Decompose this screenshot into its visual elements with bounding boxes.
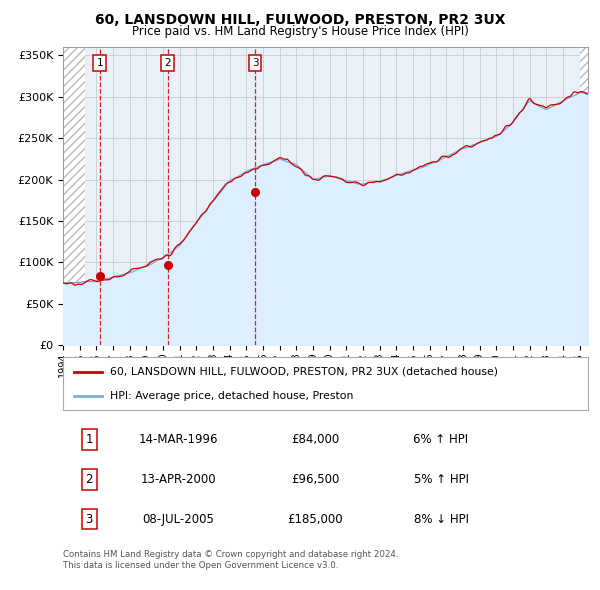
Text: 14-MAR-1996: 14-MAR-1996 xyxy=(139,433,218,446)
Text: 5% ↑ HPI: 5% ↑ HPI xyxy=(413,473,469,486)
Text: 08-JUL-2005: 08-JUL-2005 xyxy=(143,513,214,526)
Text: 3: 3 xyxy=(86,513,93,526)
Text: £185,000: £185,000 xyxy=(287,513,343,526)
Text: HPI: Average price, detached house, Preston: HPI: Average price, detached house, Pres… xyxy=(110,391,353,401)
Text: 3: 3 xyxy=(251,58,259,68)
Text: 2: 2 xyxy=(86,473,93,486)
Text: Price paid vs. HM Land Registry's House Price Index (HPI): Price paid vs. HM Land Registry's House … xyxy=(131,25,469,38)
Text: 13-APR-2000: 13-APR-2000 xyxy=(140,473,217,486)
Text: 60, LANSDOWN HILL, FULWOOD, PRESTON, PR2 3UX: 60, LANSDOWN HILL, FULWOOD, PRESTON, PR2… xyxy=(95,13,505,27)
Text: 2: 2 xyxy=(164,58,171,68)
Bar xyxy=(580,47,588,345)
Text: 6% ↑ HPI: 6% ↑ HPI xyxy=(413,433,469,446)
Text: 8% ↓ HPI: 8% ↓ HPI xyxy=(413,513,469,526)
Text: 1: 1 xyxy=(97,58,103,68)
Text: This data is licensed under the Open Government Licence v3.0.: This data is licensed under the Open Gov… xyxy=(63,560,338,569)
Bar xyxy=(63,47,85,345)
Text: 60, LANSDOWN HILL, FULWOOD, PRESTON, PR2 3UX (detached house): 60, LANSDOWN HILL, FULWOOD, PRESTON, PR2… xyxy=(110,367,498,377)
Text: £96,500: £96,500 xyxy=(291,473,339,486)
Text: 1: 1 xyxy=(86,433,93,446)
Text: £84,000: £84,000 xyxy=(291,433,339,446)
Text: Contains HM Land Registry data © Crown copyright and database right 2024.: Contains HM Land Registry data © Crown c… xyxy=(63,550,398,559)
